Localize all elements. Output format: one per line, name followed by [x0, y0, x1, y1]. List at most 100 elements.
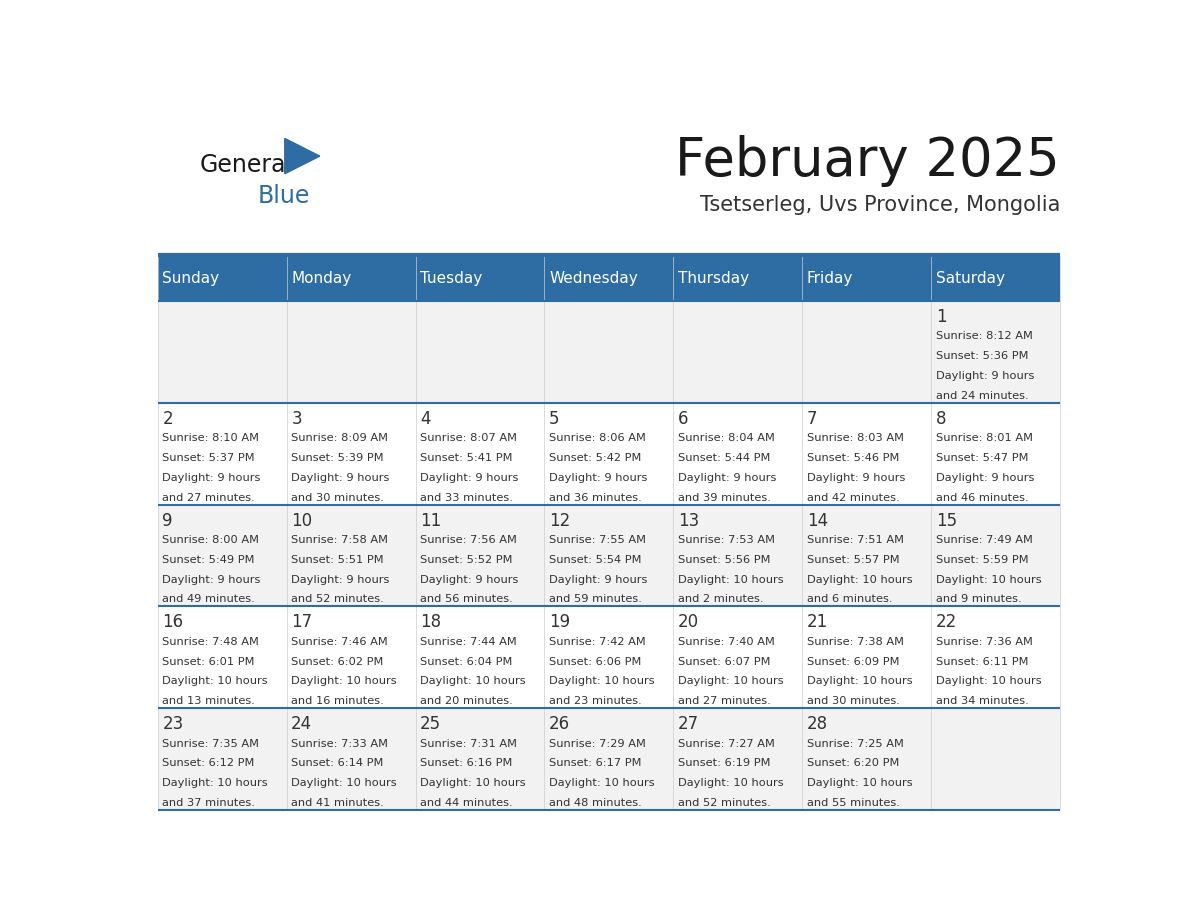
Text: Daylight: 10 hours: Daylight: 10 hours: [549, 677, 655, 687]
Text: Sunset: 6:07 PM: Sunset: 6:07 PM: [678, 656, 770, 666]
Text: Sunrise: 8:06 AM: Sunrise: 8:06 AM: [549, 433, 646, 443]
Text: and 30 minutes.: and 30 minutes.: [291, 493, 384, 502]
Text: and 23 minutes.: and 23 minutes.: [549, 696, 642, 706]
Text: 16: 16: [163, 613, 183, 632]
Text: 12: 12: [549, 511, 570, 530]
Text: Sunset: 5:42 PM: Sunset: 5:42 PM: [549, 453, 642, 463]
Text: 14: 14: [807, 511, 828, 530]
Text: and 39 minutes.: and 39 minutes.: [678, 493, 771, 502]
Text: 8: 8: [936, 409, 946, 428]
Text: Blue: Blue: [257, 185, 310, 208]
Text: Sunset: 6:06 PM: Sunset: 6:06 PM: [549, 656, 642, 666]
Text: Sunrise: 8:01 AM: Sunrise: 8:01 AM: [936, 433, 1032, 443]
Text: Sunrise: 7:25 AM: Sunrise: 7:25 AM: [807, 739, 904, 748]
Text: Sunrise: 7:49 AM: Sunrise: 7:49 AM: [936, 535, 1032, 545]
Text: Sunrise: 8:07 AM: Sunrise: 8:07 AM: [421, 433, 517, 443]
Text: 4: 4: [421, 409, 430, 428]
Text: Sunset: 6:16 PM: Sunset: 6:16 PM: [421, 758, 512, 768]
Text: Sunrise: 7:42 AM: Sunrise: 7:42 AM: [549, 637, 646, 647]
Text: Sunrise: 8:03 AM: Sunrise: 8:03 AM: [807, 433, 904, 443]
Text: 25: 25: [421, 715, 441, 733]
Text: Sunset: 6:19 PM: Sunset: 6:19 PM: [678, 758, 770, 768]
Text: 15: 15: [936, 511, 956, 530]
Text: Sunset: 5:51 PM: Sunset: 5:51 PM: [291, 554, 384, 565]
Bar: [158, 505, 1060, 607]
Text: and 36 minutes.: and 36 minutes.: [549, 493, 642, 502]
Text: Daylight: 9 hours: Daylight: 9 hours: [936, 371, 1034, 381]
Text: and 48 minutes.: and 48 minutes.: [549, 798, 642, 808]
Text: Sunset: 6:04 PM: Sunset: 6:04 PM: [421, 656, 512, 666]
Text: Sunset: 5:46 PM: Sunset: 5:46 PM: [807, 453, 899, 463]
Bar: [158, 255, 1060, 301]
Text: 10: 10: [291, 511, 312, 530]
Text: Daylight: 10 hours: Daylight: 10 hours: [936, 575, 1042, 585]
Text: Sunset: 5:39 PM: Sunset: 5:39 PM: [291, 453, 384, 463]
Text: Sunrise: 7:44 AM: Sunrise: 7:44 AM: [421, 637, 517, 647]
Text: 18: 18: [421, 613, 441, 632]
Text: Sunset: 6:01 PM: Sunset: 6:01 PM: [163, 656, 254, 666]
Text: Daylight: 9 hours: Daylight: 9 hours: [936, 473, 1034, 483]
Text: Tuesday: Tuesday: [421, 271, 482, 285]
Text: Daylight: 9 hours: Daylight: 9 hours: [807, 473, 905, 483]
Text: Tsetserleg, Uvs Province, Mongolia: Tsetserleg, Uvs Province, Mongolia: [700, 195, 1060, 215]
Text: 20: 20: [678, 613, 699, 632]
Text: Sunrise: 7:36 AM: Sunrise: 7:36 AM: [936, 637, 1032, 647]
Text: Sunrise: 7:56 AM: Sunrise: 7:56 AM: [421, 535, 517, 545]
Text: Wednesday: Wednesday: [549, 271, 638, 285]
Text: 2: 2: [163, 409, 173, 428]
Text: Sunrise: 7:46 AM: Sunrise: 7:46 AM: [291, 637, 388, 647]
Text: and 2 minutes.: and 2 minutes.: [678, 594, 764, 604]
Text: Sunrise: 7:35 AM: Sunrise: 7:35 AM: [163, 739, 259, 748]
Text: 21: 21: [807, 613, 828, 632]
Text: and 59 minutes.: and 59 minutes.: [549, 594, 642, 604]
Text: Daylight: 10 hours: Daylight: 10 hours: [549, 778, 655, 789]
Text: Sunset: 5:54 PM: Sunset: 5:54 PM: [549, 554, 642, 565]
Text: and 13 minutes.: and 13 minutes.: [163, 696, 255, 706]
Text: 23: 23: [163, 715, 184, 733]
Text: 28: 28: [807, 715, 828, 733]
Text: Daylight: 9 hours: Daylight: 9 hours: [678, 473, 776, 483]
Text: Sunset: 5:47 PM: Sunset: 5:47 PM: [936, 453, 1028, 463]
Text: Daylight: 9 hours: Daylight: 9 hours: [421, 473, 518, 483]
Bar: [158, 708, 1060, 810]
Text: Daylight: 9 hours: Daylight: 9 hours: [163, 575, 260, 585]
Bar: [158, 403, 1060, 505]
Text: Sunset: 6:14 PM: Sunset: 6:14 PM: [291, 758, 384, 768]
Text: and 37 minutes.: and 37 minutes.: [163, 798, 255, 808]
Text: Thursday: Thursday: [678, 271, 748, 285]
Text: 3: 3: [291, 409, 302, 428]
Text: Sunset: 5:36 PM: Sunset: 5:36 PM: [936, 352, 1028, 361]
Text: and 6 minutes.: and 6 minutes.: [807, 594, 892, 604]
Text: Sunrise: 7:51 AM: Sunrise: 7:51 AM: [807, 535, 904, 545]
Text: Sunset: 6:02 PM: Sunset: 6:02 PM: [291, 656, 384, 666]
Text: Sunrise: 8:10 AM: Sunrise: 8:10 AM: [163, 433, 259, 443]
Text: and 27 minutes.: and 27 minutes.: [678, 696, 771, 706]
Text: and 52 minutes.: and 52 minutes.: [291, 594, 384, 604]
Text: Sunrise: 8:12 AM: Sunrise: 8:12 AM: [936, 331, 1032, 341]
Text: 22: 22: [936, 613, 958, 632]
Text: 26: 26: [549, 715, 570, 733]
Text: Monday: Monday: [291, 271, 352, 285]
Text: Sunset: 6:09 PM: Sunset: 6:09 PM: [807, 656, 899, 666]
Text: Friday: Friday: [807, 271, 853, 285]
Text: and 33 minutes.: and 33 minutes.: [421, 493, 513, 502]
Text: Sunrise: 7:53 AM: Sunrise: 7:53 AM: [678, 535, 775, 545]
Text: and 49 minutes.: and 49 minutes.: [163, 594, 255, 604]
Text: Daylight: 10 hours: Daylight: 10 hours: [291, 677, 397, 687]
Text: Sunrise: 7:33 AM: Sunrise: 7:33 AM: [291, 739, 388, 748]
Bar: [158, 301, 1060, 403]
Text: Daylight: 10 hours: Daylight: 10 hours: [421, 778, 526, 789]
Polygon shape: [285, 139, 320, 174]
Text: Sunset: 6:20 PM: Sunset: 6:20 PM: [807, 758, 899, 768]
Text: 17: 17: [291, 613, 312, 632]
Text: Daylight: 9 hours: Daylight: 9 hours: [421, 575, 518, 585]
Text: and 27 minutes.: and 27 minutes.: [163, 493, 255, 502]
Text: February 2025: February 2025: [675, 135, 1060, 187]
Text: Daylight: 9 hours: Daylight: 9 hours: [291, 473, 390, 483]
Text: Saturday: Saturday: [936, 271, 1005, 285]
Text: Sunset: 5:49 PM: Sunset: 5:49 PM: [163, 554, 254, 565]
Text: Sunset: 5:59 PM: Sunset: 5:59 PM: [936, 554, 1029, 565]
Text: and 24 minutes.: and 24 minutes.: [936, 391, 1029, 401]
Text: Sunset: 6:12 PM: Sunset: 6:12 PM: [163, 758, 254, 768]
Text: Daylight: 10 hours: Daylight: 10 hours: [163, 677, 268, 687]
